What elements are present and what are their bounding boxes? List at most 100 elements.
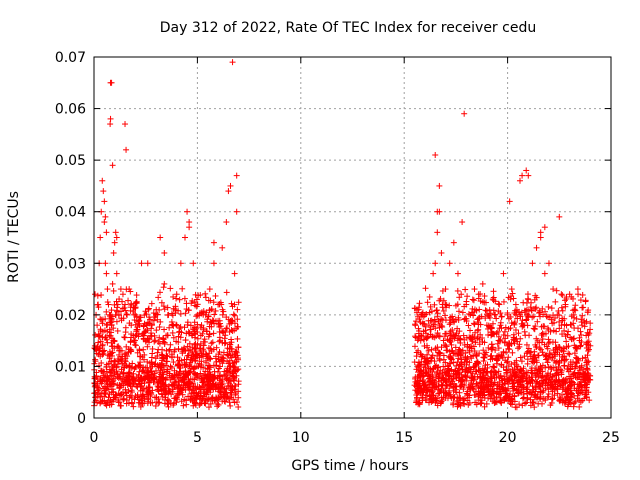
data-point xyxy=(156,369,163,376)
data-point xyxy=(523,385,530,392)
data-point xyxy=(153,327,160,334)
data-point xyxy=(184,208,191,215)
data-point xyxy=(205,313,212,320)
data-point xyxy=(512,326,519,333)
x-tick-label: 15 xyxy=(395,430,413,446)
data-point xyxy=(123,343,130,350)
data-point xyxy=(549,374,556,381)
data-point xyxy=(462,367,469,374)
data-point xyxy=(432,345,439,352)
data-point xyxy=(108,79,115,86)
data-point xyxy=(468,309,475,316)
data-point xyxy=(137,359,144,366)
data-point xyxy=(185,369,192,376)
data-point xyxy=(106,369,113,376)
data-point xyxy=(516,341,523,348)
data-point xyxy=(503,366,510,373)
data-point xyxy=(233,358,240,365)
data-point xyxy=(163,362,170,369)
data-point xyxy=(205,344,212,351)
data-point xyxy=(480,358,487,365)
data-point xyxy=(202,294,209,301)
data-point xyxy=(426,293,433,300)
data-point xyxy=(97,399,104,406)
data-point xyxy=(468,375,475,382)
data-point xyxy=(442,301,449,308)
data-point xyxy=(158,299,165,306)
data-point xyxy=(156,361,163,368)
data-point xyxy=(483,400,490,407)
data-point xyxy=(120,369,127,376)
data-point xyxy=(148,389,155,396)
data-point xyxy=(202,350,209,357)
data-point xyxy=(135,333,142,340)
data-point xyxy=(523,300,530,307)
data-point xyxy=(575,389,582,396)
y-tick-label: 0.04 xyxy=(55,205,86,221)
data-point xyxy=(186,219,193,226)
y-axis-label: ROTI / TECUs xyxy=(6,191,22,283)
data-point xyxy=(231,312,238,319)
data-point xyxy=(414,337,421,344)
data-point xyxy=(518,309,525,316)
data-point xyxy=(99,328,106,335)
x-tick-label: 0 xyxy=(90,430,99,446)
data-point xyxy=(185,307,192,314)
data-point xyxy=(471,286,478,293)
data-point xyxy=(434,310,441,317)
data-point xyxy=(468,334,475,341)
data-point xyxy=(170,334,177,341)
data-point xyxy=(510,385,517,392)
data-point xyxy=(229,328,236,335)
data-point xyxy=(497,397,504,404)
data-point xyxy=(465,384,472,391)
data-point xyxy=(126,320,133,327)
data-point xyxy=(511,373,518,380)
data-point xyxy=(575,291,582,298)
data-point xyxy=(482,307,489,314)
data-point xyxy=(141,356,148,363)
data-point xyxy=(97,377,104,384)
data-point xyxy=(219,306,226,313)
data-point xyxy=(164,366,171,373)
data-point xyxy=(487,381,494,388)
data-point xyxy=(185,381,192,388)
data-point xyxy=(200,353,207,360)
data-point xyxy=(539,305,546,312)
data-point xyxy=(137,314,144,321)
data-point xyxy=(98,398,105,405)
data-point xyxy=(202,368,209,375)
data-point xyxy=(113,270,120,277)
data-point xyxy=(494,328,501,335)
data-point xyxy=(473,307,480,314)
data-point xyxy=(160,375,167,382)
data-point xyxy=(175,378,182,385)
data-point xyxy=(542,385,549,392)
data-point xyxy=(93,382,100,389)
data-point xyxy=(518,367,525,374)
data-point xyxy=(576,390,583,397)
data-point xyxy=(465,322,472,329)
data-point xyxy=(449,327,456,334)
data-point xyxy=(133,299,140,306)
data-point xyxy=(553,287,560,294)
data-point xyxy=(545,260,552,267)
data-point xyxy=(561,357,568,364)
chart-title: Day 312 of 2022, Rate Of TEC Index for r… xyxy=(160,20,536,36)
data-point xyxy=(102,372,109,379)
data-point xyxy=(101,198,108,205)
data-point xyxy=(531,367,538,374)
data-point xyxy=(539,362,546,369)
data-point xyxy=(178,346,185,353)
data-point xyxy=(434,368,441,375)
data-point xyxy=(495,300,502,307)
data-point xyxy=(181,396,188,403)
data-point xyxy=(527,348,534,355)
data-point xyxy=(534,318,541,325)
data-point xyxy=(219,339,226,346)
data-point xyxy=(229,59,236,66)
data-point xyxy=(467,327,474,334)
data-point xyxy=(581,391,588,398)
data-point xyxy=(493,330,500,337)
data-point xyxy=(168,310,175,317)
